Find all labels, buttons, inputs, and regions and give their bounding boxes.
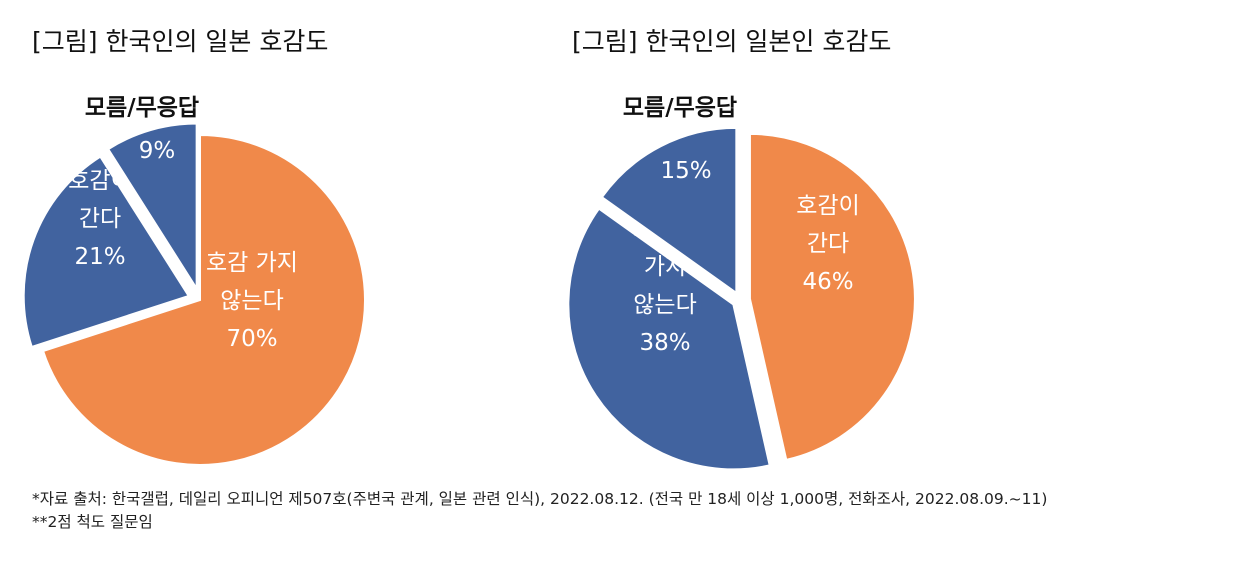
slice-value-label: 15%: [660, 158, 711, 184]
slice-category-label: 호감이: [796, 193, 859, 219]
pie-slice: [748, 132, 916, 462]
slice-value-label: 70%: [226, 326, 277, 352]
scale-note: **2점 척도 질문임: [32, 513, 153, 531]
source-note: *자료 출처: 한국갤럽, 데일리 오피니언 제507호(주변국 관계, 일본 …: [32, 490, 1048, 508]
pie-slice: [106, 122, 198, 292]
pie-slice: [41, 133, 366, 466]
slice-category-label: 모름/무응답: [85, 95, 199, 121]
pie-slice: [600, 126, 738, 295]
slice-category-label: 간다: [807, 231, 849, 257]
chart-title-left: [그림] 한국인의 일본 호감도: [32, 27, 329, 56]
slice-value-label: 46%: [802, 269, 853, 295]
pie-slice: [567, 207, 771, 471]
slice-category-label: 간다: [79, 206, 121, 232]
slice-category-label: 호감 가지: [206, 250, 298, 276]
slice-category-label: 모름/무응답: [623, 95, 737, 121]
slice-category-label: 않는다: [633, 292, 696, 318]
slice-category-label: 가지: [644, 254, 686, 280]
slice-value-label: 9%: [139, 138, 176, 164]
chart-title-right: [그림] 한국인의 일본인 호감도: [572, 27, 892, 56]
slice-value-label: 38%: [639, 330, 690, 356]
slice-value-label: 21%: [74, 244, 125, 270]
slice-category-label: 않는다: [220, 288, 283, 314]
slice-category-label: 호감이: [68, 168, 131, 194]
pie-slice: [22, 155, 191, 349]
source-notes: *자료 출처: 한국갤럽, 데일리 오피니언 제507호(주변국 관계, 일본 …: [32, 488, 1047, 534]
